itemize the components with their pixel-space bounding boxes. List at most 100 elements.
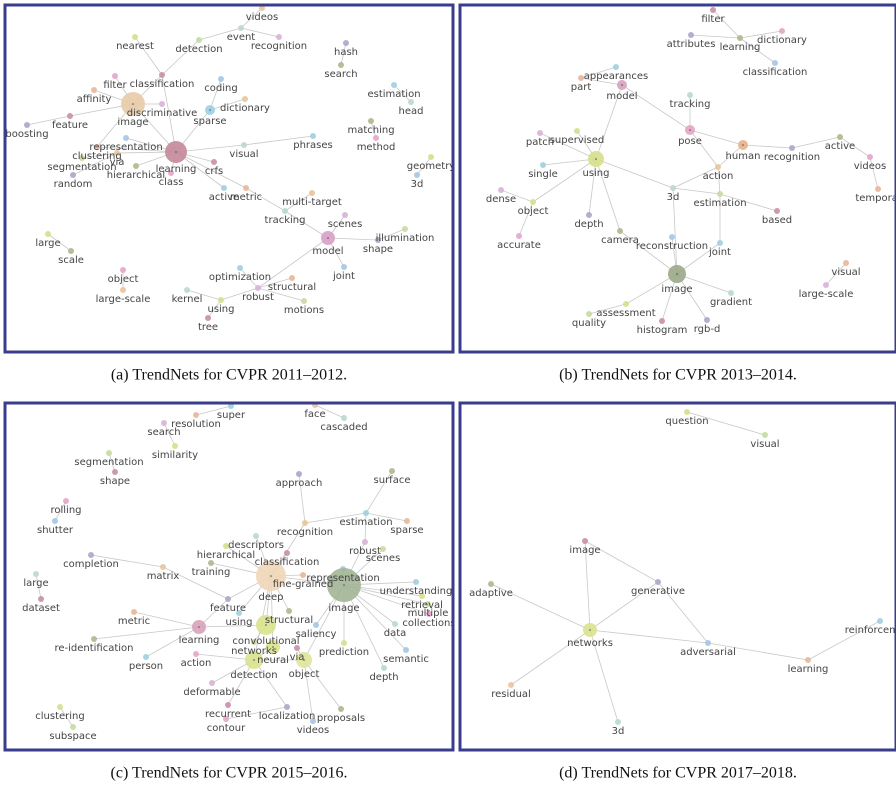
node-center [198, 626, 200, 628]
node [57, 704, 63, 710]
node [823, 282, 829, 288]
node [341, 415, 347, 421]
node-label: recurrent [205, 709, 251, 720]
node-center [265, 624, 267, 626]
edge [672, 187, 721, 195]
node [715, 164, 721, 170]
node-label: single [528, 169, 558, 180]
node [251, 639, 257, 645]
node-label: geometry [407, 161, 456, 172]
node [391, 82, 397, 88]
node-label: re-identification [54, 643, 133, 654]
node-label: matching [347, 125, 394, 136]
node [70, 724, 76, 730]
node-label: learning [788, 664, 829, 675]
node [578, 75, 584, 81]
node [670, 185, 676, 191]
node [310, 718, 316, 724]
node-label: tracking [265, 215, 306, 226]
edge [54, 500, 67, 522]
node [313, 622, 319, 628]
node-label: descriptors [228, 540, 284, 551]
node-label: motions [284, 305, 324, 316]
node-label: reconstruction [636, 241, 708, 252]
node-label: illumination [376, 233, 435, 244]
network-panel: question visual image generative adaptive net… [469, 409, 896, 737]
node-label: deep [259, 592, 284, 603]
edge [580, 66, 617, 79]
edge [175, 144, 245, 153]
node-label: via [290, 652, 305, 663]
edge [90, 554, 164, 568]
node-center [270, 575, 272, 577]
node-label: attributes [667, 39, 716, 50]
edge [739, 30, 783, 39]
node-center [175, 151, 177, 153]
node-label: boosting [5, 129, 48, 140]
edge [240, 7, 263, 29]
node [392, 621, 398, 627]
node-label: resolution [171, 419, 221, 430]
node-label: search [147, 427, 180, 438]
node-label: estimation [693, 198, 746, 209]
node [284, 704, 290, 710]
node-label: depth [369, 672, 398, 683]
node-center [595, 158, 597, 160]
node [209, 680, 215, 686]
node [143, 654, 149, 660]
node-label: rgb-d [694, 324, 721, 335]
node [655, 579, 661, 585]
edge [96, 146, 177, 153]
node-label: matrix [147, 571, 180, 582]
node [196, 37, 202, 43]
edge [209, 78, 222, 111]
edge [532, 158, 597, 203]
node-label: appearances [584, 71, 649, 82]
node-label: gradient [710, 297, 752, 308]
node [762, 432, 768, 438]
node [241, 142, 247, 148]
node [160, 564, 166, 570]
node [132, 34, 138, 40]
node-label: dictionary [757, 35, 807, 46]
node-label: large [35, 238, 60, 249]
edge [284, 210, 329, 239]
node [114, 150, 120, 156]
node-label: part [571, 82, 592, 93]
node [425, 601, 431, 607]
edge [198, 624, 267, 628]
edge [588, 303, 627, 315]
edge [303, 659, 314, 722]
node-center [742, 144, 744, 146]
node-label: class [159, 177, 184, 188]
edge [719, 193, 778, 212]
node-label: large-scale [799, 289, 854, 300]
node [52, 518, 58, 524]
node-label: via [110, 157, 125, 168]
node [45, 231, 51, 237]
node [282, 208, 288, 214]
edge [35, 573, 42, 600]
edge [365, 512, 408, 522]
node-label: scale [58, 255, 84, 266]
edge [72, 152, 118, 176]
edge [365, 470, 393, 514]
node-label: affinity [77, 94, 112, 105]
node-label: search [324, 69, 357, 80]
node [120, 287, 126, 293]
node-label: cascaded [320, 422, 367, 433]
node-label: phrases [293, 140, 333, 151]
edge [717, 166, 721, 195]
edge [195, 405, 232, 416]
node [225, 596, 231, 602]
edge [584, 540, 659, 583]
node-label: representation [306, 573, 379, 584]
node-label: active [209, 192, 239, 203]
node-label: semantic [383, 654, 429, 665]
edge [162, 566, 229, 600]
edge [869, 156, 879, 190]
edge [145, 626, 200, 658]
edge [739, 37, 776, 64]
node [381, 665, 387, 671]
